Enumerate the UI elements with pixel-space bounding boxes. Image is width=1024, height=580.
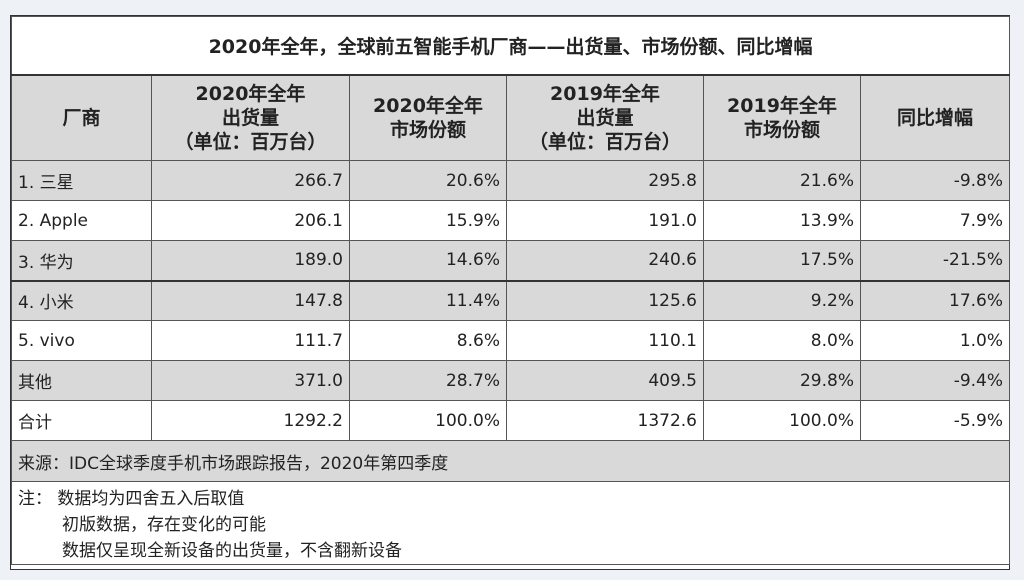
vendor-cell: 其他: [11, 360, 152, 401]
column-header-line: （单位：百万台）: [528, 130, 681, 153]
column-header-line: 市场份额: [389, 118, 466, 141]
value-cell: -5.9%: [859, 400, 1011, 441]
value-cell: 111.7: [151, 320, 350, 361]
column-header: 2019年全年 出货量 （单位：百万台）: [506, 74, 704, 161]
column-header: 2020年全年 市场份额: [349, 74, 507, 161]
value-cell: 9.2%: [703, 279, 861, 321]
column-header-line: 市场份额: [743, 118, 820, 141]
value-cell: 13.9%: [703, 200, 861, 241]
note-line: 初版数据，存在变化的可能: [62, 515, 266, 535]
note-line: 注： 数据均为四舍五入后取值: [18, 489, 245, 509]
table-row: 合计 1292.2 100.0% 1372.6 100.0% -5.9%: [11, 400, 1011, 441]
value-cell: 17.5%: [703, 240, 861, 281]
column-header-line: 2019年全年: [727, 94, 837, 117]
column-header-line: 同比增幅: [897, 106, 974, 129]
value-cell: -21.5%: [859, 240, 1011, 281]
value-cell: 100.0%: [703, 400, 861, 441]
note-line: 数据仅呈现全新设备的出货量，不含翻新设备: [62, 541, 402, 561]
value-cell: 7.9%: [859, 200, 1011, 241]
value-cell: 189.0: [151, 240, 350, 281]
value-cell: 20.6%: [349, 160, 507, 201]
table-row: 5. vivo 111.7 8.6% 110.1 8.0% 1.0%: [11, 320, 1011, 361]
column-header-line: 2019年全年: [550, 82, 660, 105]
value-cell: 147.8: [151, 279, 350, 321]
vendor-cell: 3. 华为: [11, 240, 152, 281]
value-cell: 371.0: [151, 360, 350, 401]
table-row: 1. 三星 266.7 20.6% 295.8 21.6% -9.8%: [11, 160, 1011, 201]
table-title: 2020年全年，全球前五智能手机厂商——出货量、市场份额、同比增幅: [10, 16, 1011, 76]
vendor-cell: 合计: [11, 400, 152, 441]
value-cell: 240.6: [506, 240, 704, 281]
value-cell: 191.0: [506, 200, 704, 241]
column-header-line: 厂商: [62, 106, 101, 129]
value-cell: 295.8: [506, 160, 704, 201]
table-row: 其他 371.0 28.7% 409.5 29.8% -9.4%: [11, 360, 1011, 401]
column-header: 2020年全年 出货量 （单位：百万台）: [151, 74, 350, 161]
value-cell: 100.0%: [349, 400, 507, 441]
value-cell: 1372.6: [506, 400, 704, 441]
source-note: 来源：IDC全球季度手机市场跟踪报告，2020年第四季度: [10, 440, 1011, 482]
column-header-line: 出货量: [576, 106, 634, 129]
value-cell: 8.0%: [703, 320, 861, 361]
column-header-line: 2020年全年: [373, 94, 483, 117]
table-row: 3. 华为 189.0 14.6% 240.6 17.5% -21.5%: [11, 240, 1011, 281]
value-cell: -9.4%: [859, 360, 1011, 401]
column-header-line: （单位：百万台）: [174, 130, 327, 153]
value-cell: 29.8%: [703, 360, 861, 401]
value-cell: 125.6: [506, 279, 704, 321]
table-row: 2. Apple 206.1 15.9% 191.0 13.9% 7.9%: [11, 200, 1011, 241]
column-header-line: 2020年全年: [195, 82, 306, 105]
value-cell: 266.7: [151, 160, 350, 201]
value-cell: 15.9%: [349, 200, 507, 241]
vendor-cell: 4. 小米: [11, 279, 152, 321]
table-row: 4. 小米 147.8 11.4% 125.6 9.2% 17.6%: [11, 279, 1011, 321]
column-header-line: 出货量: [221, 106, 279, 129]
notes: 注： 数据均为四舍五入后取值初版数据，存在变化的可能数据仅呈现全新设备的出货量，…: [10, 481, 1011, 565]
value-cell: 28.7%: [349, 360, 507, 401]
column-header: 厂商: [11, 74, 152, 161]
value-cell: 1.0%: [859, 320, 1011, 361]
value-cell: 1292.2: [151, 400, 350, 441]
value-cell: 14.6%: [349, 240, 507, 281]
value-cell: 8.6%: [349, 320, 507, 361]
smartphone-vendor-table: 2020年全年，全球前五智能手机厂商——出货量、市场份额、同比增幅 厂商 2020…: [10, 16, 1011, 565]
value-cell: 11.4%: [349, 279, 507, 321]
value-cell: 409.5: [506, 360, 704, 401]
value-cell: 206.1: [151, 200, 350, 241]
column-header: 2019年全年 市场份额: [703, 74, 861, 161]
column-header: 同比增幅: [859, 74, 1011, 161]
value-cell: 110.1: [506, 320, 704, 361]
vendor-cell: 2. Apple: [11, 200, 152, 241]
value-cell: 21.6%: [703, 160, 861, 201]
vendor-cell: 5. vivo: [11, 320, 152, 361]
value-cell: -9.8%: [859, 160, 1011, 201]
vendor-cell: 1. 三星: [11, 160, 152, 201]
table-frame: 2020年全年，全球前五智能手机厂商——出货量、市场份额、同比增幅 厂商 2020…: [10, 15, 1011, 570]
value-cell: 17.6%: [859, 279, 1011, 321]
